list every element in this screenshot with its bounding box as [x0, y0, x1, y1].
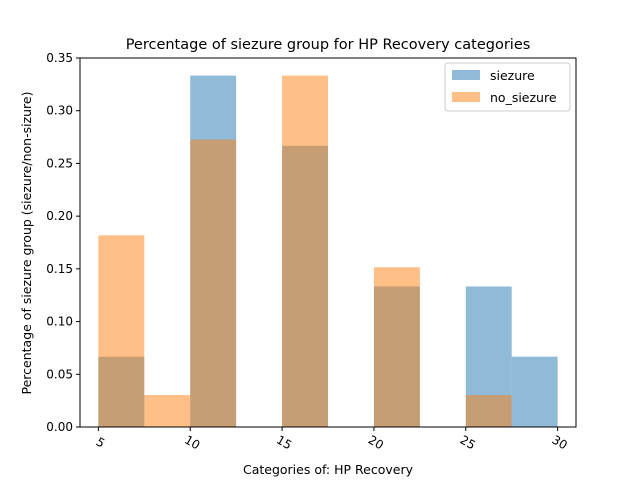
- bar-no-siezure-4: [282, 75, 328, 428]
- y-tick-label: 0.15: [46, 262, 73, 276]
- x-tick-label: 5: [94, 435, 108, 451]
- legend-label-no-siezure: no_siezure: [490, 90, 557, 105]
- bar-siezure-9: [511, 356, 558, 427]
- x-tick-label: 20: [366, 433, 386, 453]
- y-axis-label: Percentage of siezure group (siezure/non…: [19, 92, 34, 395]
- y-tick-label: 0.30: [46, 104, 73, 118]
- x-tick-label: 15: [274, 433, 294, 453]
- y-tick-label: 0.05: [46, 367, 73, 381]
- bar-no-siezure-1: [144, 395, 191, 427]
- x-tick-label: 25: [458, 433, 478, 453]
- y-tick-label: 0.35: [46, 51, 73, 65]
- y-tick-label: 0.00: [46, 420, 73, 434]
- y-tick-label: 0.10: [46, 315, 73, 329]
- y-tick-label: 0.20: [46, 209, 73, 223]
- legend-swatch-no-siezure: [452, 92, 480, 102]
- legend-swatch-siezure: [452, 70, 480, 80]
- legend: siezure no_siezure: [444, 62, 571, 112]
- bar-no-siezure-8: [465, 395, 512, 427]
- y-axis: 0.00 0.05 0.10 0.15 0.20 0.25 0.30 0.35: [46, 51, 80, 434]
- plot-frame: [79, 57, 577, 428]
- y-tick-label: 0.25: [46, 156, 73, 170]
- bars: [98, 75, 558, 428]
- x-tick-label: 10: [182, 433, 202, 453]
- bar-no-siezure-6: [373, 267, 420, 427]
- chart-title: Percentage of siezure group for HP Recov…: [126, 37, 531, 53]
- legend-label-siezure: siezure: [490, 68, 535, 83]
- x-axis-label: Categories of: HP Recovery: [243, 462, 414, 477]
- bar-no-siezure-2: [190, 139, 237, 428]
- x-axis: 5 10 15 20 25 30: [94, 427, 570, 452]
- bar-no-siezure-0: [98, 235, 145, 427]
- x-tick-label: 30: [550, 433, 570, 453]
